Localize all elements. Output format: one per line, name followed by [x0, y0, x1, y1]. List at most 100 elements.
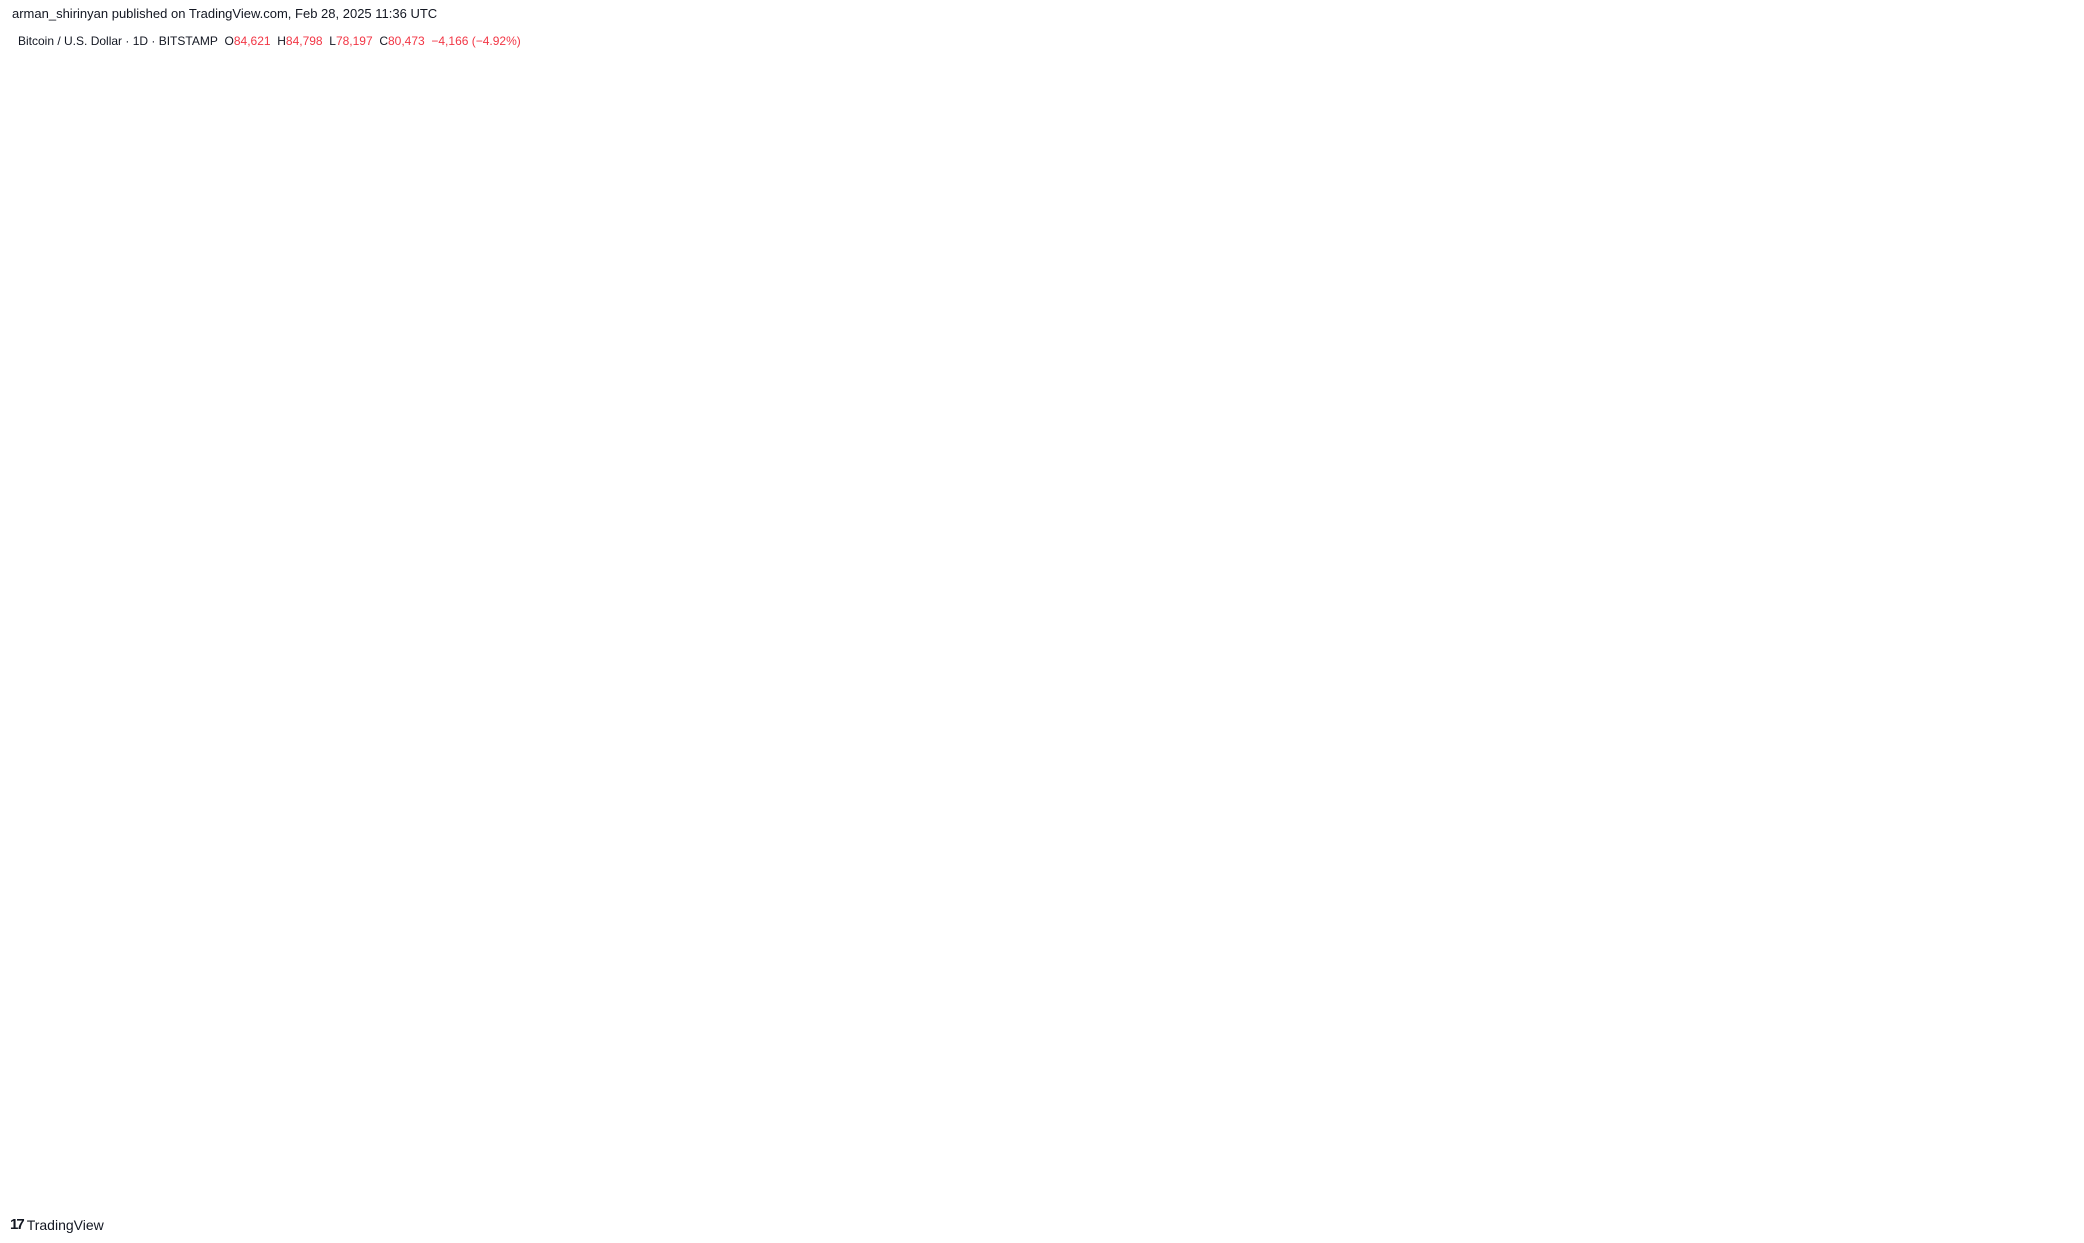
grid	[0, 0, 2075, 1186]
candle	[188, 809, 193, 823]
volume-bar	[702, 1045, 707, 1090]
candle	[1302, 239, 1307, 275]
candle-body	[1131, 226, 1136, 259]
volume-bar	[92, 1012, 97, 1090]
volume-bar	[1361, 1024, 1366, 1090]
volume-bar	[895, 1012, 900, 1090]
volume-bar	[429, 1016, 434, 1090]
volume-bar	[526, 1010, 531, 1090]
candle-body	[1040, 364, 1045, 369]
volume-bar	[1082, 1023, 1087, 1090]
candle-body	[103, 677, 108, 685]
volume-bar	[1104, 1026, 1109, 1090]
candle-body	[1200, 377, 1205, 390]
candle-body	[1473, 303, 1478, 323]
candle-body	[408, 876, 413, 910]
volume-bar	[1222, 1015, 1227, 1090]
candle	[665, 785, 670, 795]
time-tick: Feb	[1364, 1187, 1385, 1201]
candle	[900, 667, 905, 725]
candle	[33, 696, 38, 712]
candle	[702, 750, 707, 772]
candle	[799, 743, 804, 763]
candle	[1024, 371, 1029, 410]
candle-body	[435, 815, 440, 819]
price-tick: 70,000	[2015, 685, 2052, 699]
volume-bar	[1505, 1008, 1510, 1090]
volume-bar	[660, 1004, 665, 1090]
volume-bar	[863, 1003, 868, 1090]
candle	[676, 776, 681, 787]
candle	[627, 827, 632, 836]
volume-bar	[542, 1015, 547, 1090]
candle-body	[92, 661, 97, 687]
volume-bar	[515, 1026, 520, 1090]
candle-body	[1050, 347, 1055, 361]
candle-body	[461, 785, 466, 799]
candle	[558, 847, 563, 872]
price-tick: 100,000	[2015, 294, 2059, 308]
candle	[643, 798, 648, 807]
volume-bar	[1404, 1048, 1409, 1090]
candle-body	[188, 810, 193, 816]
candle-body	[547, 821, 552, 832]
candle-body	[590, 889, 595, 896]
candle-body	[1163, 310, 1168, 313]
candle-body	[681, 765, 686, 780]
volume-bar	[708, 1049, 713, 1090]
candle-body	[510, 761, 515, 775]
candle-body	[419, 867, 424, 888]
candle-body	[686, 758, 691, 766]
candle	[933, 483, 938, 525]
candle	[692, 742, 697, 766]
volume-bar	[456, 1052, 461, 1090]
candle	[1131, 223, 1136, 274]
candle-body	[1254, 320, 1259, 326]
time-tick: 2025	[1195, 1187, 1222, 1201]
volume-bar	[799, 1019, 804, 1090]
candle	[376, 711, 381, 733]
candle	[579, 892, 584, 905]
volume-bar	[1398, 1041, 1403, 1090]
volume-bar	[949, 1020, 954, 1090]
candle-body	[970, 387, 975, 399]
volume-bar	[842, 967, 847, 1090]
candle-body	[585, 889, 590, 900]
candle	[285, 820, 290, 838]
candle-body	[226, 839, 231, 853]
candle	[681, 762, 686, 789]
volume-bar	[809, 1003, 814, 1090]
candle-body	[17, 711, 22, 716]
candle	[440, 808, 445, 825]
volume-bar	[87, 1000, 92, 1090]
candle-body	[1414, 322, 1419, 349]
candle	[563, 859, 568, 869]
candle	[879, 668, 884, 702]
candle-body	[130, 721, 135, 731]
volume-bar	[1029, 1052, 1034, 1090]
candle	[114, 690, 119, 715]
volume-bar	[328, 1034, 333, 1090]
candle-body	[274, 830, 279, 833]
candle-body	[23, 715, 28, 718]
candle-body	[322, 738, 327, 759]
candle	[1254, 316, 1259, 333]
candle	[788, 754, 793, 787]
volume-bar	[933, 1018, 938, 1090]
candle-body	[279, 832, 284, 834]
candle	[1232, 269, 1237, 306]
tradingview-logo[interactable]: 17 TradingView	[10, 1216, 104, 1233]
candle-body	[1232, 272, 1237, 293]
time-tick: May	[1839, 1187, 1862, 1201]
volume-bar	[772, 974, 777, 1090]
candle	[1409, 306, 1414, 333]
symbol-name[interactable]: Bitcoin / U.S. Dollar · 1D · BITSTAMP	[18, 34, 218, 48]
volume-bar	[622, 1055, 627, 1090]
candle	[1222, 300, 1227, 334]
candle-body	[81, 670, 86, 679]
price-tick: 75,000	[2015, 620, 2052, 634]
volume-bar	[167, 1048, 172, 1090]
candle	[1505, 444, 1510, 500]
candle-body	[483, 781, 488, 790]
